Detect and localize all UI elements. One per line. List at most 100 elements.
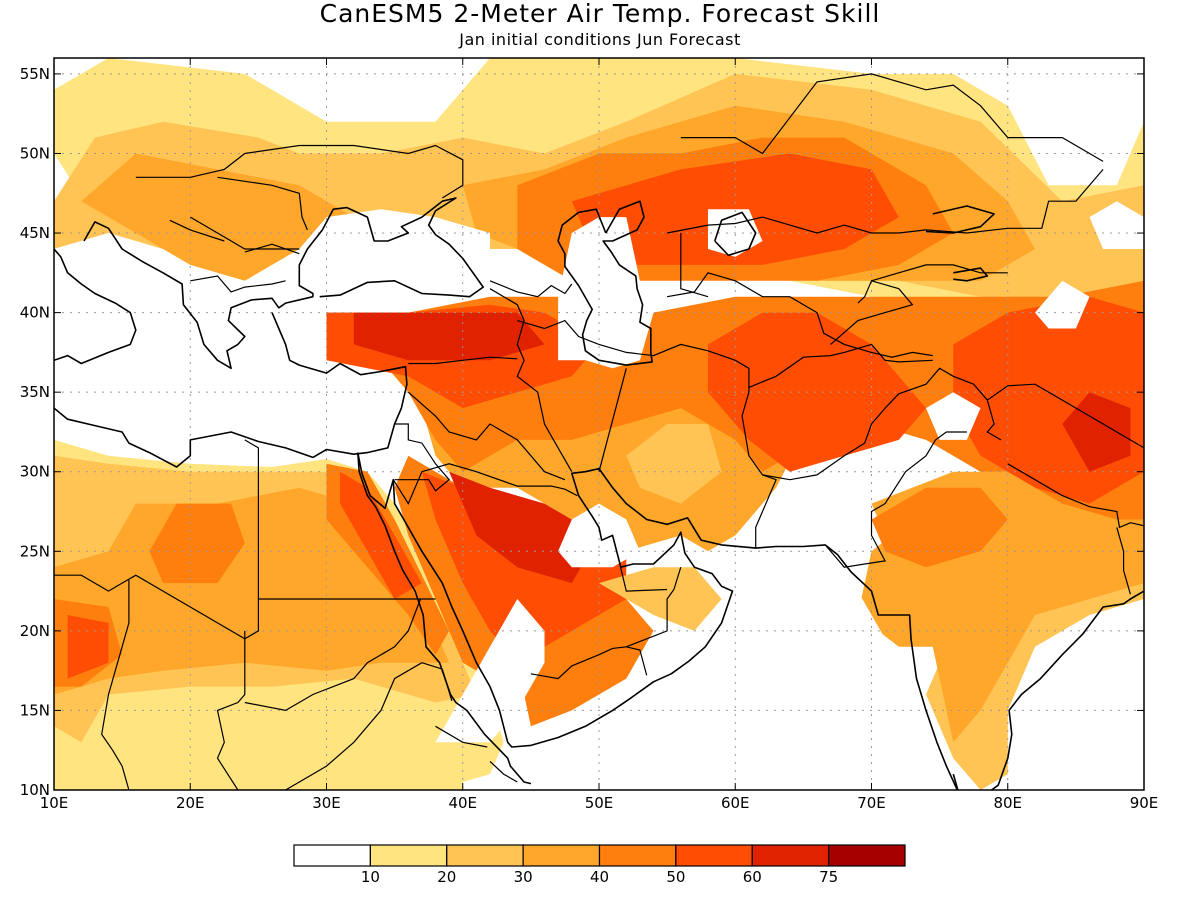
lat-tick-label: 40N <box>20 304 50 322</box>
lon-tick-label: 90E <box>1130 794 1159 812</box>
lon-tick-label: 10E <box>40 794 69 812</box>
lon-tick-label: 50E <box>585 794 614 812</box>
legend-label: 60 <box>743 868 762 886</box>
country-border-10 <box>394 423 450 492</box>
lat-tick-label: 50N <box>20 144 50 162</box>
country-border-14 <box>666 272 933 358</box>
country-border-36 <box>626 567 682 648</box>
skill-region-31 <box>54 742 109 790</box>
country-border-31 <box>421 662 453 702</box>
coastline-8 <box>925 205 995 234</box>
legend-swatch-3 <box>522 844 601 867</box>
no-skill-area-7 <box>926 392 981 440</box>
skill-region-10 <box>149 503 245 584</box>
country-border-22 <box>824 431 967 568</box>
latitude-axis: 10N 15N 20N 25N 30N 35N 40N 45N 50N 55N <box>20 65 1144 799</box>
plot-area <box>53 57 1145 791</box>
lon-tick-label: 40E <box>448 794 477 812</box>
country-border-17 <box>680 73 1104 162</box>
lon-tick-label: 30E <box>312 794 341 812</box>
color-legend: 10 20 30 40 50 60 75 <box>293 844 906 886</box>
country-border-1 <box>217 176 308 231</box>
country-border-12 <box>598 368 627 472</box>
no-skill-area-10 <box>94 424 123 456</box>
no-skill-area-6 <box>558 503 640 568</box>
coastline-6 <box>714 211 757 257</box>
legend-swatch-2 <box>446 844 524 867</box>
lat-tick-label: 30N <box>20 463 50 481</box>
lon-tick-label: 60E <box>721 794 750 812</box>
coastline-7 <box>952 590 1144 790</box>
skill-region-21 <box>626 424 722 504</box>
map-title: CanESM5 2-Meter Air Temp. Forecast Skill <box>320 0 881 28</box>
map-subtitle: Jan initial conditions Jun Forecast <box>458 30 741 49</box>
coastline-4 <box>357 452 532 785</box>
legend-swatch-4 <box>598 844 677 867</box>
no-skill-area-5 <box>680 551 954 790</box>
skill-region-29 <box>517 662 599 727</box>
lat-tick-label: 35N <box>20 383 50 401</box>
country-border-3 <box>169 219 225 242</box>
legend-label: 75 <box>819 868 838 886</box>
no-skill-areas-layer <box>54 201 1144 790</box>
country-border-11 <box>392 463 578 505</box>
country-border-18 <box>830 280 914 345</box>
coastline-1 <box>83 197 485 370</box>
lat-tick-label: 15N <box>20 701 50 719</box>
country-border-28 <box>54 574 246 790</box>
country-border-9 <box>407 391 566 481</box>
country-border-6 <box>489 280 573 298</box>
no-skill-area-8 <box>1035 280 1090 329</box>
lat-lon-grid <box>54 58 1144 790</box>
country-border-34 <box>489 760 518 783</box>
legend-swatch-7 <box>828 844 906 867</box>
legend-swatch-5 <box>675 844 753 867</box>
lat-tick-label: 10N <box>20 781 50 799</box>
country-border-35 <box>530 646 648 680</box>
country-border-29 <box>101 579 130 790</box>
coastline-2 <box>54 312 408 468</box>
no-skill-area-0 <box>54 233 409 448</box>
lat-tick-label: 25N <box>20 542 50 560</box>
country-border-30 <box>244 598 436 712</box>
country-border-25 <box>1116 527 1131 595</box>
no-skill-area-1 <box>299 209 490 305</box>
country-border-5 <box>190 275 286 293</box>
country-border-7 <box>489 288 573 472</box>
no-skill-area-2 <box>558 217 654 369</box>
no-skill-area-9 <box>1089 201 1144 249</box>
coastlines-layer <box>54 197 1144 790</box>
country-border-8 <box>408 356 518 365</box>
coastline-5 <box>557 200 653 366</box>
legend-label: 30 <box>514 868 533 886</box>
lon-tick-label: 80E <box>993 794 1022 812</box>
country-border-4 <box>244 243 300 255</box>
country-border-2 <box>189 216 300 250</box>
legend-label: 20 <box>437 868 456 886</box>
skill-region-12 <box>67 615 109 679</box>
country-border-33 <box>435 725 488 748</box>
lat-tick-label: 55N <box>20 65 50 83</box>
country-border-16 <box>666 169 1104 234</box>
skill-region-20 <box>1062 392 1131 472</box>
country-border-21 <box>762 367 1002 481</box>
legend-label: 40 <box>590 868 609 886</box>
legend-label: 50 <box>666 868 685 886</box>
lon-tick-label: 20E <box>176 794 205 812</box>
legend-swatch-6 <box>751 844 830 867</box>
skill-region-19 <box>353 312 545 361</box>
country-border-24 <box>1007 463 1144 529</box>
lat-tick-label: 45N <box>20 224 50 242</box>
legend-swatch-0 <box>293 844 371 867</box>
skill-region-32 <box>408 758 463 790</box>
lon-tick-label: 70E <box>857 794 886 812</box>
longitude-axis: 10E 20E 30E 40E 50E 60E 70E 80E 90E <box>40 58 1159 812</box>
country-border-15 <box>680 233 709 298</box>
lat-tick-label: 20N <box>20 622 50 640</box>
country-borders-layer <box>54 73 1144 790</box>
country-border-32 <box>285 662 423 790</box>
legend-swatch-1 <box>369 844 448 867</box>
country-border-26 <box>244 439 259 640</box>
coastline-0 <box>54 248 137 365</box>
